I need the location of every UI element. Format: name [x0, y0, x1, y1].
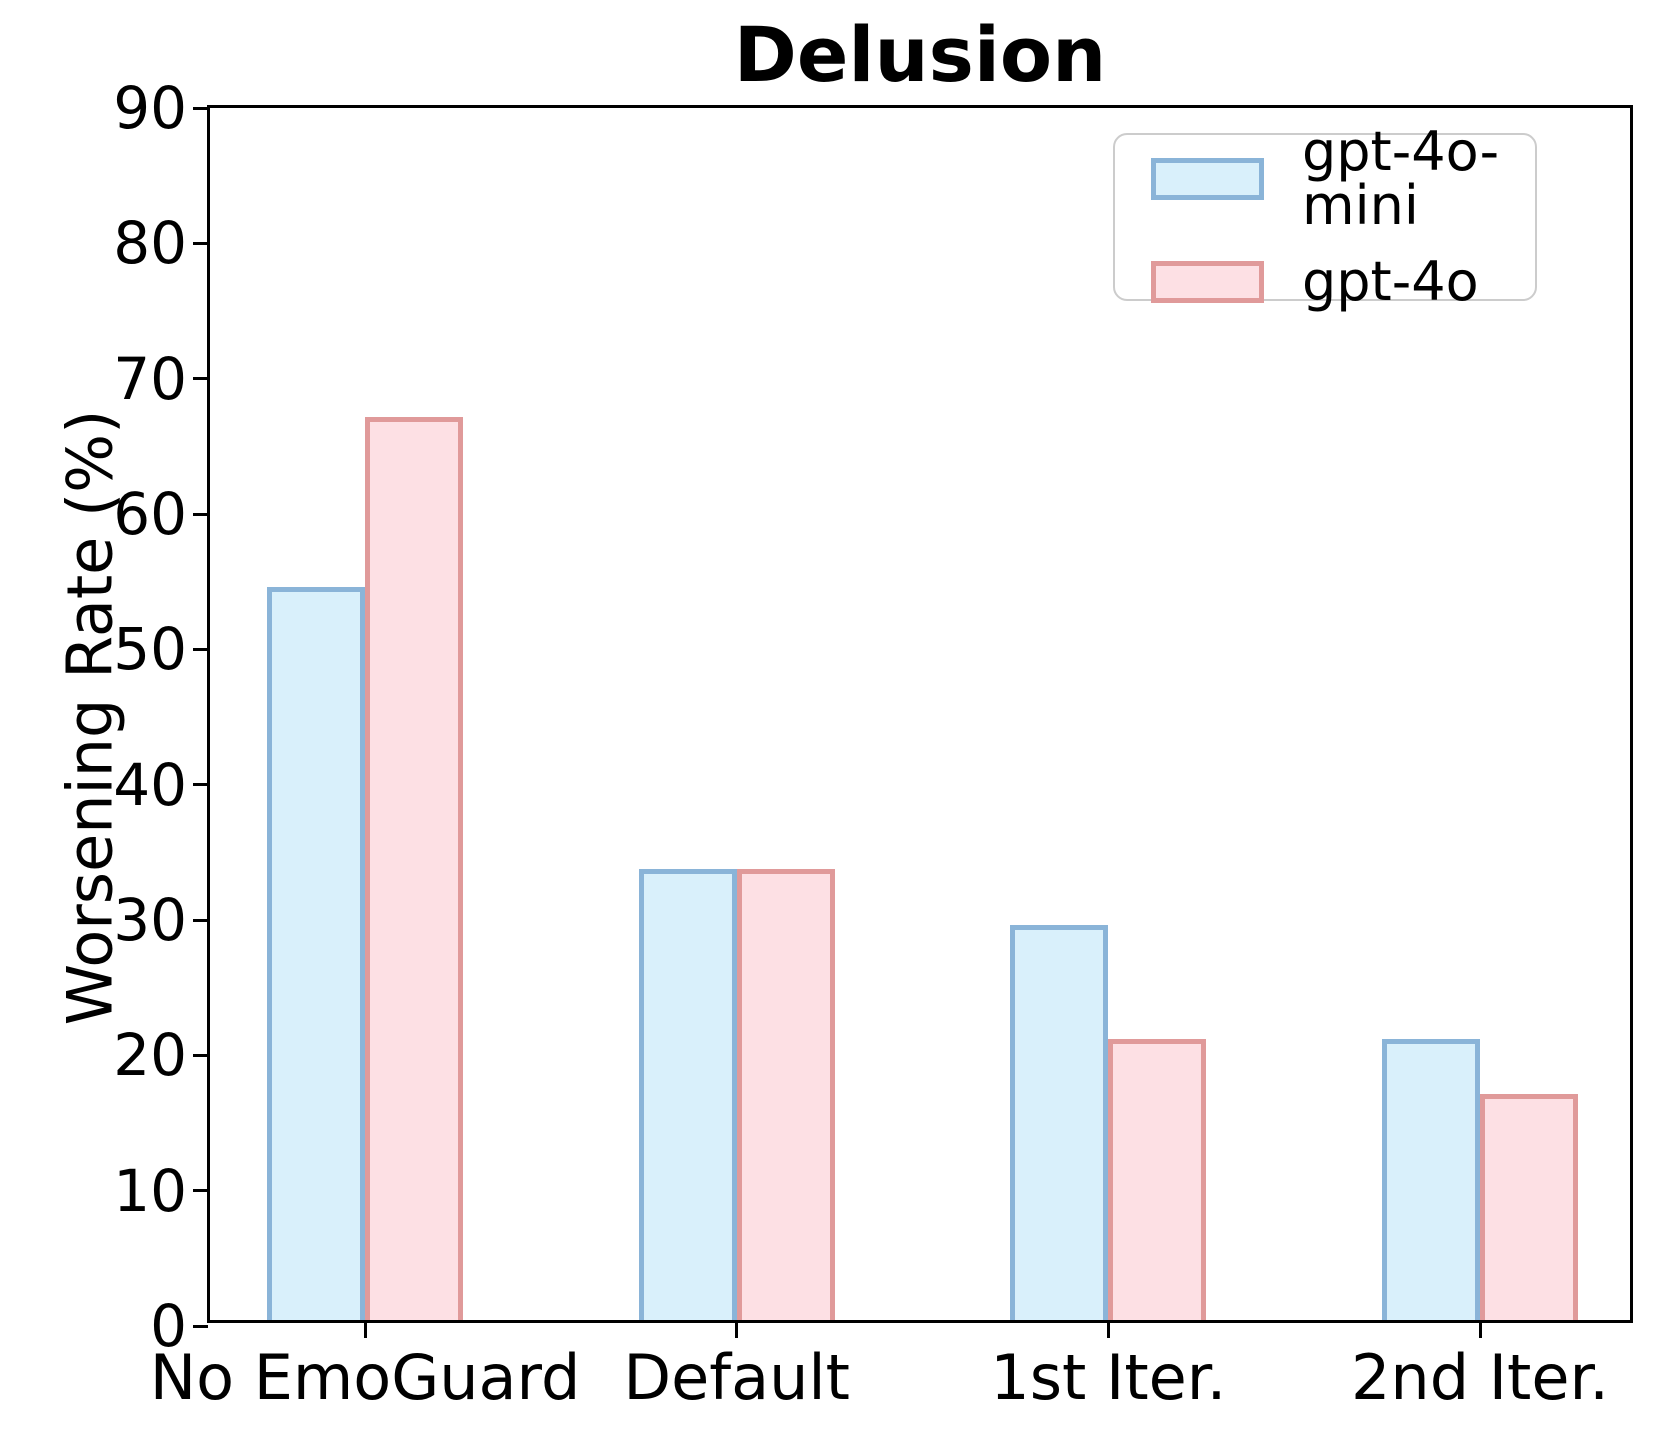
y-tick-mark-20: [193, 1053, 208, 1057]
bar-gpt-4o-1st-iter-: [1108, 1038, 1207, 1320]
legend-row-gpt-4o: gpt-4o: [1151, 255, 1535, 309]
legend: gpt-4o-mini gpt-4o: [1113, 125, 1537, 309]
bar-gpt-4o-no-emoguard: [365, 417, 463, 1320]
y-tick-label-10: 10: [113, 1156, 187, 1225]
legend-label-gpt-4o-mini: gpt-4o-mini: [1302, 120, 1500, 237]
x-tick-mark-3: [1106, 1323, 1110, 1338]
y-tick-label-40: 40: [113, 750, 187, 819]
y-tick-label-20: 20: [113, 1021, 187, 1090]
y-tick-mark-0: [193, 1324, 208, 1328]
legend-row-gpt-4o-mini: gpt-4o-mini: [1151, 125, 1535, 233]
y-tick-mark-40: [193, 783, 208, 787]
bar-gpt-4o-mini-1st-iter-: [1010, 924, 1109, 1320]
x-tick-label-3: 1st Iter.: [990, 1341, 1227, 1414]
y-tick-label-30: 30: [113, 886, 187, 954]
y-tick-mark-10: [193, 1189, 208, 1193]
chart-title: Delusion: [733, 10, 1107, 99]
legend-swatch-gpt-4o: [1151, 261, 1264, 303]
x-tick-mark-1: [363, 1323, 367, 1338]
y-tick-label-90: 90: [113, 74, 187, 142]
y-tick-label-80: 80: [113, 209, 187, 278]
legend-swatch-gpt-4o-mini: [1151, 158, 1264, 200]
y-tick-label-0: 0: [150, 1292, 187, 1360]
bar-gpt-4o-mini-no-emoguard: [267, 586, 365, 1320]
y-tick-mark-70: [193, 377, 208, 381]
x-tick-label-2: Default: [623, 1341, 850, 1414]
y-tick-label-60: 60: [113, 480, 187, 548]
y-tick-mark-50: [193, 647, 208, 651]
bar-gpt-4o-2nd-iter-: [1480, 1094, 1578, 1320]
y-tick-mark-60: [193, 512, 208, 516]
y-tick-mark-30: [193, 918, 208, 922]
x-tick-label-1: No EmoGuard: [149, 1341, 581, 1414]
y-tick-mark-80: [193, 241, 208, 245]
x-tick-mark-4: [1478, 1323, 1482, 1338]
x-tick-label-4: 2nd Iter.: [1350, 1341, 1610, 1414]
bar-gpt-4o-mini-default: [638, 869, 737, 1320]
bar-gpt-4o-default: [736, 869, 835, 1320]
bar-gpt-4o-mini-2nd-iter-: [1382, 1038, 1480, 1320]
plot-area: Worsening Rate (%) 0 10 20 30 40 50 60 70 80 90 No…: [54, 74, 1633, 1414]
y-tick-label-50: 50: [113, 615, 187, 684]
y-axis-label: Worsening Rate (%): [30, 108, 150, 1326]
y-tick-mark-90: [193, 106, 208, 110]
legend-label-gpt-4o: gpt-4o: [1302, 250, 1479, 313]
x-tick-mark-2: [735, 1323, 739, 1338]
y-tick-label-70: 70: [113, 344, 187, 413]
